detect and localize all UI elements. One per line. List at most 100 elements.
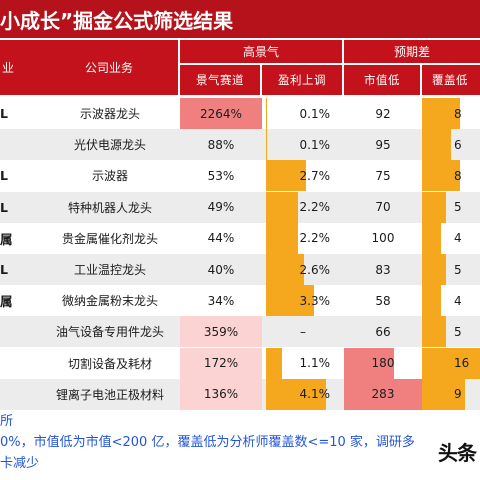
profit-label: 2.2%: [299, 200, 331, 215]
mktcap-label: 180: [371, 356, 395, 371]
profit-bar: [266, 285, 315, 317]
mktcap-label: 95: [375, 137, 391, 152]
cell-coverage: 16: [422, 347, 480, 379]
profit-bar: [266, 347, 283, 379]
cell-industry: [0, 316, 40, 348]
coverage-bar: [422, 191, 446, 223]
cell-track: 2264%: [180, 98, 262, 129]
coverage-label: 4: [454, 231, 462, 246]
coverage-bar: [422, 316, 446, 348]
coverage-bar: [422, 285, 441, 317]
mktcap-label: 283: [371, 387, 395, 402]
cell-business: 工业温控龙头: [40, 254, 180, 285]
cell-mktcap: 100: [344, 223, 422, 254]
coverage-label: 6: [454, 137, 462, 152]
cell-business: 特种机器人龙头: [40, 191, 180, 223]
table-row: 属 贵金属催化剂龙头 44% 2.2% 100 4: [0, 222, 480, 254]
cell-profit: 2.2%: [262, 191, 344, 223]
profit-label: 1.1%: [299, 356, 331, 371]
cell-mktcap: 180: [344, 347, 422, 379]
cell-industry: L: [0, 168, 8, 184]
mktcap-label: 75: [375, 168, 391, 183]
cell-business: 油气设备专用件龙头: [40, 316, 180, 348]
cell-track: 49%: [180, 191, 262, 223]
cell-mktcap: 66: [344, 316, 422, 348]
table-row: 属 微纳金属粉末龙头 34% 3.3% 58 4: [0, 285, 480, 317]
coverage-bar: [422, 222, 441, 254]
cell-business: 光伏电源龙头: [40, 129, 180, 161]
cell-industry: [0, 378, 40, 410]
cell-mktcap: 70: [344, 191, 422, 223]
cell-track: 53%: [180, 160, 262, 192]
profit-label: 2.7%: [299, 168, 331, 183]
mktcap-label: 66: [375, 324, 391, 339]
cell-industry: [0, 348, 40, 379]
profit-bar: [266, 254, 305, 285]
coverage-bar: [422, 347, 480, 379]
cell-business: 贵金属催化剂龙头: [61, 231, 158, 246]
note-line-1: 0%，市值低为市值<200 亿，覆盖低为分析师覆盖数<=10 家，调研多: [0, 435, 415, 450]
title-bar: 小成长”掘金公式筛选结果: [0, 0, 480, 38]
cell-business: 切割设备及耗材: [67, 356, 152, 371]
cell-coverage: 4: [422, 285, 480, 317]
cell-coverage: 6: [422, 129, 480, 161]
cell-track: 40%: [180, 254, 262, 285]
profit-label: 2.2%: [299, 231, 331, 246]
header-business: 公司业务: [40, 40, 178, 95]
cell-mktcap: 283: [344, 378, 422, 410]
mktcap-label: 100: [371, 231, 395, 246]
cell-industry: L: [0, 254, 40, 285]
mktcap-label: 83: [375, 262, 391, 277]
profit-label: 4.1%: [299, 387, 331, 402]
coverage-bar: [422, 98, 460, 129]
coverage-label: 9: [454, 387, 462, 402]
cell-profit: 0.1%: [262, 98, 344, 129]
cell-profit: 2.2%: [262, 222, 344, 254]
header-group-gap: 预期差: [344, 40, 480, 63]
note-line-2: 卡减少: [0, 456, 40, 471]
cell-mktcap: 75: [344, 160, 422, 191]
profit-bar: [266, 129, 268, 161]
table-row: 光伏电源龙头 88% 0.1% 95 6: [0, 129, 480, 161]
cell-industry: [0, 129, 40, 161]
cell-business: 示波器: [91, 169, 128, 184]
cell-profit: 4.1%: [262, 378, 344, 410]
profit-label: –: [300, 324, 306, 339]
coverage-label: 5: [454, 324, 462, 339]
cell-track: 136%: [180, 378, 262, 410]
cell-mktcap: 95: [344, 129, 422, 161]
cell-track: 359%: [180, 316, 262, 348]
cell-industry: 属: [0, 294, 13, 310]
table-row: 锂离子电池正极材料 136% 4.1% 283 9: [0, 378, 480, 410]
mktcap-label: 58: [375, 293, 391, 308]
coverage-label: 16: [454, 356, 470, 371]
profit-bar: [266, 378, 326, 410]
table-row: 油气设备专用件龙头 359% – 66 5: [0, 316, 480, 348]
cell-business: 示波器龙头: [79, 107, 140, 121]
profit-bar: [266, 222, 299, 254]
watermark-logo: 头条: [438, 441, 477, 465]
coverage-bar: [422, 254, 446, 285]
cell-coverage: 8: [422, 160, 480, 192]
header-coverage: 覆盖低: [422, 65, 480, 95]
mktcap-bar: [344, 378, 422, 410]
profit-bar: [266, 98, 268, 129]
profit-label: 0.1%: [299, 137, 331, 152]
cell-mktcap: 58: [344, 285, 422, 316]
table-row: L 工业温控龙头 40% 2.6% 83 5: [0, 254, 480, 285]
cell-profit: 0.1%: [262, 129, 344, 161]
cell-coverage: 4: [422, 222, 480, 254]
mktcap-label: 70: [375, 200, 391, 215]
cell-coverage: 8: [422, 98, 480, 129]
profit-bar: [266, 160, 306, 192]
cell-profit: 2.6%: [262, 254, 344, 285]
cell-track: 34%: [180, 285, 262, 317]
table-row: L 示波器龙头 2264% 0.1% 92 8: [0, 98, 480, 129]
cell-profit: 1.1%: [262, 347, 344, 379]
page-title: 小成长”掘金公式筛选结果: [0, 9, 234, 33]
mktcap-bar: [344, 347, 394, 379]
coverage-label: 8: [454, 106, 462, 121]
cell-track: 172%: [180, 347, 262, 379]
header-group-high: 高景气: [180, 40, 342, 63]
cell-coverage: 9: [422, 378, 480, 410]
